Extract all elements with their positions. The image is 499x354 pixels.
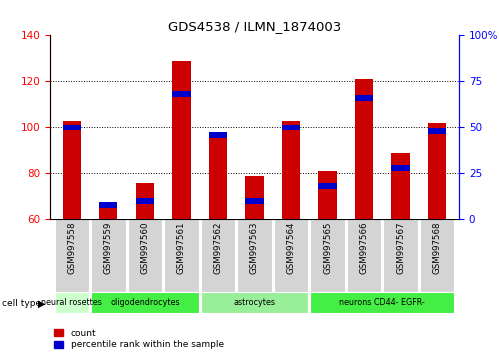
Bar: [282, 125, 300, 130]
Text: neurons CD44- EGFR-: neurons CD44- EGFR-: [339, 298, 425, 307]
Bar: [246, 176, 263, 219]
Text: GSM997563: GSM997563: [250, 222, 259, 274]
Text: GSM997560: GSM997560: [140, 222, 149, 274]
Bar: [282, 120, 300, 219]
Bar: [136, 198, 154, 204]
Bar: [164, 219, 199, 292]
Text: GSM997565: GSM997565: [323, 222, 332, 274]
Text: astrocytes: astrocytes: [234, 298, 275, 307]
Bar: [128, 219, 162, 292]
Bar: [347, 219, 381, 292]
Bar: [99, 202, 117, 208]
Text: GSM997562: GSM997562: [214, 222, 223, 274]
Bar: [420, 219, 454, 292]
Bar: [318, 183, 337, 189]
Text: ▶: ▶: [38, 298, 45, 308]
Bar: [172, 91, 191, 97]
Bar: [55, 219, 89, 292]
Bar: [310, 292, 454, 313]
Bar: [91, 219, 126, 292]
Bar: [91, 292, 199, 313]
Text: GSM997558: GSM997558: [67, 222, 76, 274]
Bar: [246, 198, 263, 204]
Bar: [136, 183, 154, 219]
Bar: [55, 292, 89, 313]
Bar: [355, 95, 373, 101]
Text: GSM997566: GSM997566: [360, 222, 369, 274]
Bar: [63, 120, 81, 219]
Bar: [209, 132, 227, 138]
Text: GSM997561: GSM997561: [177, 222, 186, 274]
Bar: [63, 125, 81, 130]
Text: cell type: cell type: [2, 299, 41, 308]
Text: GSM997564: GSM997564: [286, 222, 295, 274]
Bar: [392, 153, 410, 219]
Bar: [238, 219, 271, 292]
Text: neural rosettes: neural rosettes: [41, 298, 102, 307]
Bar: [428, 123, 446, 219]
Bar: [383, 219, 418, 292]
Bar: [209, 134, 227, 219]
Bar: [355, 79, 373, 219]
Bar: [392, 165, 410, 171]
Legend: count, percentile rank within the sample: count, percentile rank within the sample: [54, 329, 224, 349]
Bar: [274, 219, 308, 292]
Text: GSM997567: GSM997567: [396, 222, 405, 274]
Text: GSM997568: GSM997568: [433, 222, 442, 274]
Bar: [318, 171, 337, 219]
Text: oligodendrocytes: oligodendrocytes: [110, 298, 180, 307]
Bar: [201, 219, 235, 292]
Bar: [201, 292, 308, 313]
Bar: [310, 219, 345, 292]
Title: GDS4538 / ILMN_1874003: GDS4538 / ILMN_1874003: [168, 20, 341, 33]
Bar: [428, 128, 446, 134]
Bar: [99, 206, 117, 219]
Text: GSM997559: GSM997559: [104, 222, 113, 274]
Bar: [172, 61, 191, 219]
